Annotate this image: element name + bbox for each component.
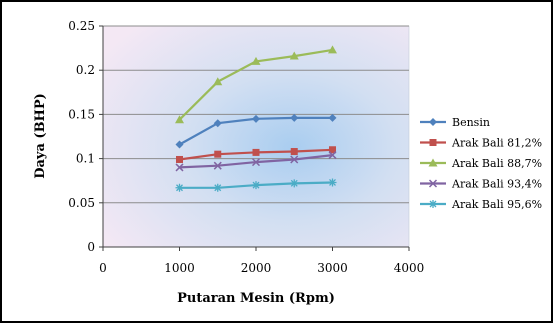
data-point xyxy=(251,56,261,65)
data-point xyxy=(213,119,222,128)
legend-label: Arak Bali 81,2% xyxy=(451,137,542,150)
y-tick-label: 0.05 xyxy=(68,196,95,210)
data-point xyxy=(290,179,299,188)
data-point xyxy=(251,158,261,167)
y-tick-label: 0.25 xyxy=(68,19,95,33)
legend-marker xyxy=(429,139,437,146)
x-tick-label: 2000 xyxy=(241,261,272,275)
data-point xyxy=(176,155,183,163)
series-line xyxy=(175,113,337,149)
y-tick-label: 0 xyxy=(87,240,95,254)
data-point xyxy=(175,183,184,192)
legend-label: Arak Bali 93,4% xyxy=(451,178,542,191)
data-point xyxy=(328,45,337,54)
legend-label: Arak Bali 88,7% xyxy=(451,157,542,170)
data-point xyxy=(175,115,184,124)
legend-marker xyxy=(429,118,437,126)
grid-lines xyxy=(103,25,409,204)
x-tick-label: 4000 xyxy=(394,261,425,275)
data-point xyxy=(213,161,222,170)
x-tick-label: 1000 xyxy=(164,261,195,275)
legend-marker xyxy=(428,158,438,167)
legend: Bensin Arak Bali 81,2% Arak Bali 88,7% Arak… xyxy=(420,116,542,211)
data-point xyxy=(328,178,337,187)
legend-marker xyxy=(428,179,438,188)
legend-marker xyxy=(429,200,437,208)
legend-item: Arak Bali 93,4% xyxy=(420,178,542,191)
series-line xyxy=(175,178,337,192)
y-tick-label: 0.2 xyxy=(76,63,95,77)
legend-item: Arak Bali 88,7% xyxy=(420,157,542,170)
data-point xyxy=(175,163,184,172)
x-tick-label: 3000 xyxy=(317,261,348,275)
data-point xyxy=(329,146,336,154)
data-point xyxy=(289,51,299,60)
data-point xyxy=(328,151,337,160)
series-line xyxy=(175,45,337,124)
data-point xyxy=(213,183,222,192)
data-point xyxy=(252,181,260,190)
data-point xyxy=(290,155,299,164)
legend-label: Bensin xyxy=(452,116,490,129)
y-tick-label: 0.15 xyxy=(68,107,95,121)
series-line xyxy=(176,146,336,163)
data-point xyxy=(213,77,223,86)
legend-label: Arak Bali 95,6% xyxy=(451,198,542,211)
data-point xyxy=(290,113,299,122)
data-point xyxy=(214,150,222,158)
legend-item: Bensin xyxy=(420,116,490,129)
y-axis-ticks: 0 0.05 0.1 0.15 0.2 0.25 xyxy=(68,19,103,254)
y-axis-label: Daya (BHP) xyxy=(33,93,48,179)
x-axis-ticks: 0 1000 2000 3000 4000 xyxy=(99,247,424,275)
y-tick-label: 0.1 xyxy=(76,152,95,166)
series-line xyxy=(175,151,337,172)
data-point xyxy=(328,113,337,122)
data-point xyxy=(290,148,298,156)
series-layer xyxy=(175,45,337,192)
legend-item: Arak Bali 95,6% xyxy=(420,198,542,211)
x-tick-label: 0 xyxy=(99,261,107,275)
data-point xyxy=(252,114,260,123)
data-point xyxy=(175,140,184,149)
legend-item: Arak Bali 81,2% xyxy=(420,137,542,150)
x-axis-label: Putaran Mesin (Rpm) xyxy=(177,291,335,306)
data-point xyxy=(252,148,260,156)
